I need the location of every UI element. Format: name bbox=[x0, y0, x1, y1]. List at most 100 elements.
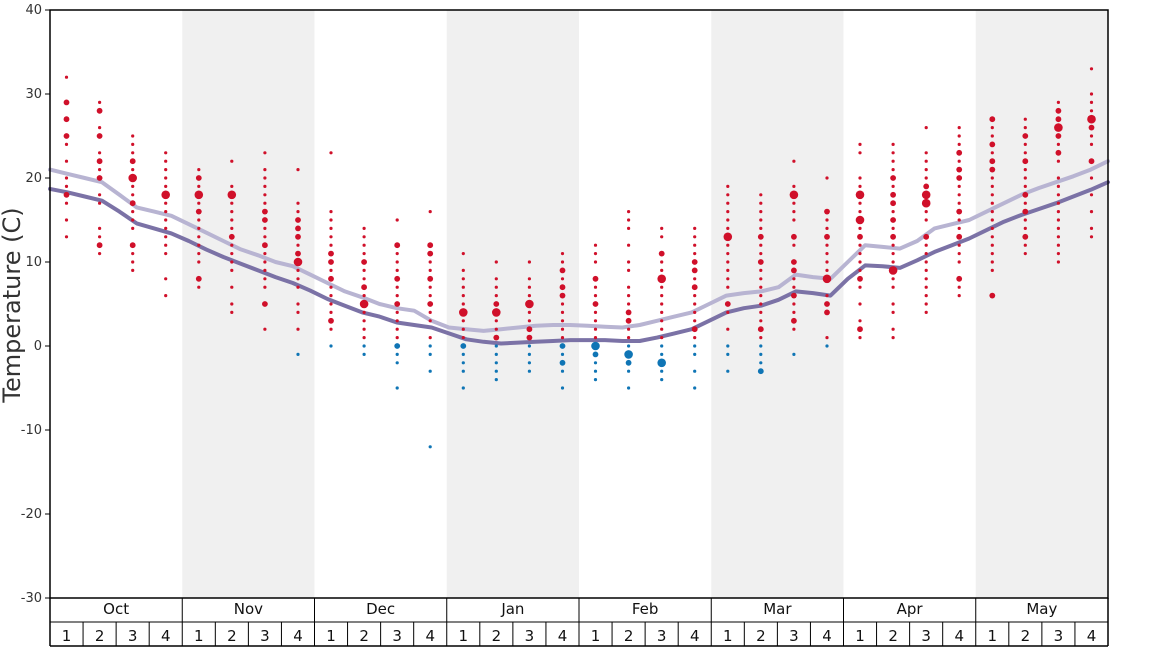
week-label: 4 bbox=[558, 627, 568, 645]
data-point bbox=[527, 277, 532, 281]
month-band-jan bbox=[446, 10, 579, 598]
data-point bbox=[527, 352, 532, 356]
y-tick-label: -30 bbox=[21, 591, 42, 606]
data-point bbox=[329, 151, 333, 155]
month-band-nov bbox=[182, 10, 315, 598]
data-point bbox=[428, 319, 432, 323]
data-point bbox=[525, 299, 534, 309]
data-point bbox=[891, 142, 895, 146]
data-point bbox=[1022, 158, 1029, 165]
data-point bbox=[494, 294, 498, 298]
data-point bbox=[494, 369, 498, 373]
data-point bbox=[295, 250, 301, 257]
data-point bbox=[230, 243, 234, 247]
data-point bbox=[359, 299, 369, 309]
data-point bbox=[230, 302, 234, 306]
week-label: 1 bbox=[194, 627, 204, 645]
data-point bbox=[164, 168, 168, 172]
data-point bbox=[593, 361, 598, 365]
data-point bbox=[792, 210, 796, 214]
data-point bbox=[560, 319, 565, 323]
data-point bbox=[328, 317, 334, 324]
data-point bbox=[824, 233, 830, 240]
data-point bbox=[395, 268, 399, 272]
data-point bbox=[527, 285, 532, 289]
data-point bbox=[593, 243, 598, 247]
data-point bbox=[98, 151, 102, 155]
data-point bbox=[660, 302, 664, 306]
data-point bbox=[726, 260, 730, 264]
data-point bbox=[263, 168, 267, 172]
data-point bbox=[197, 235, 201, 239]
data-point bbox=[858, 201, 862, 205]
data-point bbox=[1089, 134, 1094, 138]
data-point bbox=[164, 159, 168, 163]
data-point bbox=[527, 361, 532, 365]
data-point bbox=[64, 218, 69, 222]
data-point bbox=[394, 242, 401, 249]
month-label-jan: Jan bbox=[500, 600, 524, 618]
data-point bbox=[1056, 100, 1060, 104]
data-point bbox=[593, 336, 598, 340]
data-point bbox=[757, 233, 764, 240]
data-point bbox=[296, 327, 300, 331]
month-band-mar bbox=[711, 10, 844, 598]
data-point bbox=[329, 285, 333, 289]
data-point bbox=[858, 268, 862, 272]
data-point bbox=[296, 285, 300, 289]
data-point bbox=[924, 285, 928, 289]
data-point bbox=[660, 344, 664, 348]
data-point bbox=[262, 301, 268, 307]
trend-lines bbox=[48, 159, 1110, 346]
data-point bbox=[461, 352, 465, 356]
data-point bbox=[858, 336, 862, 340]
data-point bbox=[329, 327, 333, 331]
data-point bbox=[64, 75, 69, 79]
data-point bbox=[296, 201, 300, 205]
data-point bbox=[726, 344, 730, 348]
data-point bbox=[627, 336, 631, 340]
data-point bbox=[627, 226, 631, 230]
data-point bbox=[230, 218, 234, 222]
data-point bbox=[461, 277, 465, 281]
data-point bbox=[361, 259, 367, 265]
y-tick-label: 0 bbox=[34, 339, 42, 354]
data-point bbox=[230, 252, 234, 256]
data-point bbox=[494, 277, 498, 281]
data-point bbox=[957, 285, 961, 289]
data-point bbox=[428, 352, 432, 356]
data-point bbox=[726, 218, 730, 222]
data-point bbox=[891, 260, 895, 264]
data-point bbox=[195, 175, 202, 181]
data-point bbox=[990, 184, 994, 188]
data-point bbox=[990, 193, 994, 197]
data-point bbox=[957, 218, 961, 222]
data-point bbox=[164, 218, 168, 222]
data-point bbox=[759, 243, 763, 247]
data-point bbox=[990, 134, 994, 138]
data-point bbox=[461, 285, 465, 289]
data-point bbox=[461, 336, 465, 340]
data-point bbox=[924, 243, 928, 247]
data-point bbox=[395, 327, 399, 331]
week-label: 4 bbox=[1087, 627, 1097, 645]
data-point bbox=[64, 176, 69, 180]
data-point bbox=[328, 275, 334, 282]
data-point bbox=[1055, 107, 1062, 114]
data-point bbox=[96, 107, 103, 114]
data-point bbox=[164, 176, 168, 180]
data-point bbox=[362, 310, 366, 314]
data-point bbox=[956, 149, 963, 156]
data-point bbox=[1089, 92, 1094, 96]
data-point bbox=[329, 294, 333, 298]
data-point bbox=[560, 369, 565, 373]
month-label-nov: Nov bbox=[234, 600, 263, 618]
data-point bbox=[858, 319, 862, 323]
data-point bbox=[64, 142, 69, 146]
data-point bbox=[660, 352, 664, 356]
data-point bbox=[295, 217, 301, 223]
data-point bbox=[593, 310, 598, 314]
data-point bbox=[527, 344, 532, 348]
data-point bbox=[527, 294, 532, 298]
data-point bbox=[726, 310, 730, 314]
